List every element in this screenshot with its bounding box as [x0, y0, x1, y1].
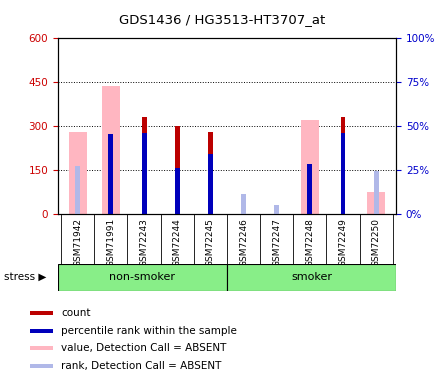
Bar	[340, 133, 345, 214]
Bar	[367, 192, 385, 214]
Bar	[58, 264, 227, 291]
Bar	[374, 171, 379, 214]
Bar	[142, 133, 146, 214]
Text: GSM72249: GSM72249	[339, 218, 348, 267]
Text: rank, Detection Call = ABSENT: rank, Detection Call = ABSENT	[61, 361, 222, 371]
Text: percentile rank within the sample: percentile rank within the sample	[61, 326, 237, 336]
Text: GDS1436 / HG3513-HT3707_at: GDS1436 / HG3513-HT3707_at	[119, 13, 326, 26]
Text: GSM72250: GSM72250	[372, 218, 380, 267]
Bar	[142, 117, 146, 214]
Bar	[30, 328, 53, 333]
Text: GSM71942: GSM71942	[73, 218, 82, 267]
Text: GSM72247: GSM72247	[272, 218, 281, 267]
Bar	[301, 120, 319, 214]
Bar	[208, 132, 213, 214]
Text: stress ▶: stress ▶	[4, 272, 47, 282]
Bar	[69, 132, 87, 214]
Bar	[30, 311, 53, 315]
Text: smoker: smoker	[291, 273, 332, 282]
Text: GSM72248: GSM72248	[305, 218, 314, 267]
Text: non-smoker: non-smoker	[109, 273, 175, 282]
Text: GSM72243: GSM72243	[140, 218, 149, 267]
Bar	[307, 164, 312, 214]
Bar	[340, 117, 345, 214]
Bar	[30, 346, 53, 350]
Text: value, Detection Call = ABSENT: value, Detection Call = ABSENT	[61, 344, 227, 354]
Bar	[227, 264, 396, 291]
Text: GSM72245: GSM72245	[206, 218, 215, 267]
Text: GSM72244: GSM72244	[173, 218, 182, 267]
Text: count: count	[61, 308, 91, 318]
Bar	[274, 205, 279, 214]
Bar	[241, 194, 246, 214]
Bar	[208, 154, 213, 214]
Bar	[102, 86, 120, 214]
Bar	[75, 166, 80, 214]
Bar	[175, 168, 180, 214]
Bar	[175, 126, 180, 214]
Bar	[30, 364, 53, 368]
Text: GSM72246: GSM72246	[239, 218, 248, 267]
Bar	[109, 135, 113, 214]
Text: GSM71991: GSM71991	[106, 218, 115, 267]
